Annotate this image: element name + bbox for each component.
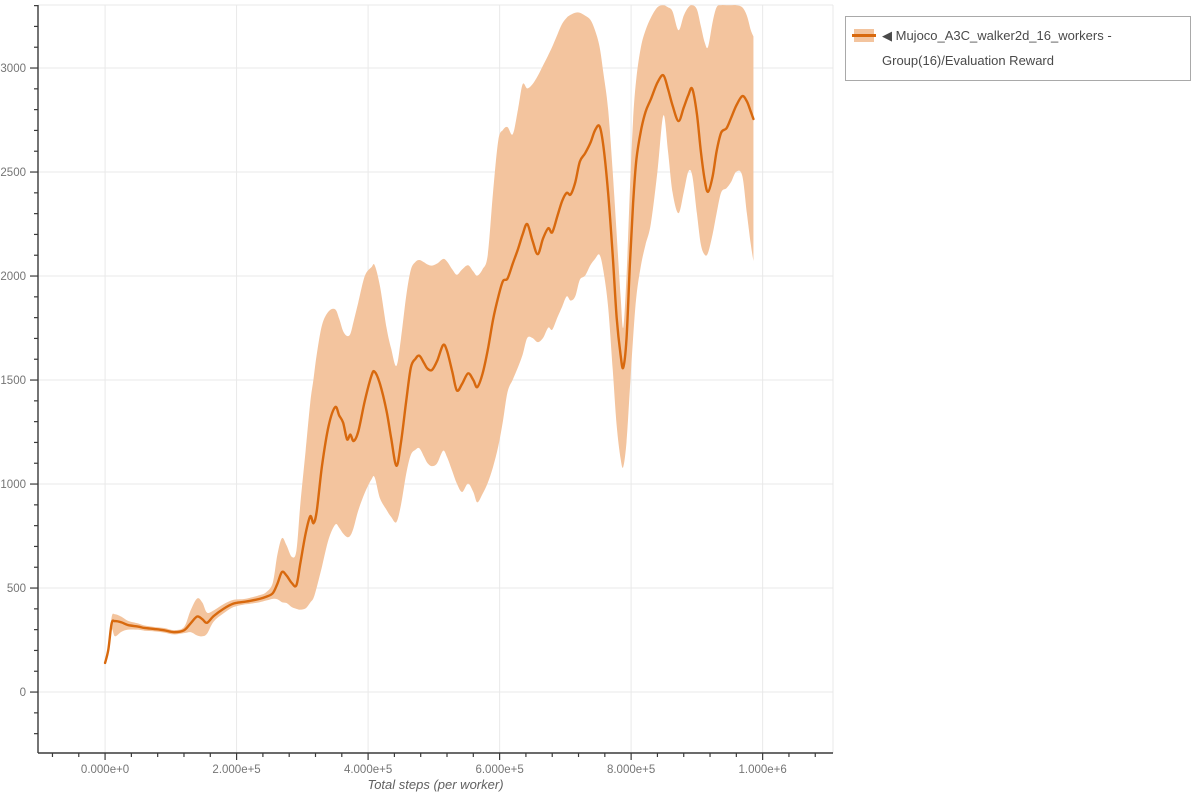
confidence-band: [105, 5, 754, 663]
y-tick-label: 2500: [0, 167, 26, 179]
legend-series-label[interactable]: ◀ Mujoco_A3C_walker2d_16_workers - Group…: [882, 23, 1174, 73]
y-tick-label: 0: [20, 687, 26, 699]
legend-series-swatch: [852, 29, 876, 42]
legend-marker-icon: ◀: [882, 28, 892, 43]
legend-series-line-icon: [852, 34, 876, 37]
y-tick-label: 1000: [0, 479, 26, 491]
x-tick-label: 4.000e+5: [344, 764, 392, 776]
y-tick-label: 3000: [0, 63, 26, 75]
y-tick-label: 2000: [0, 271, 26, 283]
reward-line: [103, 73, 755, 665]
legend-box: ◀ Mujoco_A3C_walker2d_16_workers - Group…: [845, 16, 1191, 81]
x-tick-label: 8.000e+5: [607, 764, 655, 776]
x-tick-label: 6.000e+5: [475, 764, 523, 776]
x-axis-title: Total steps (per worker): [367, 777, 503, 792]
y-tick-label: 500: [7, 583, 26, 595]
x-tick-label: 2.000e+5: [212, 764, 260, 776]
x-tick-label: 0.000e+0: [81, 764, 129, 776]
y-tick-label: 1500: [0, 375, 26, 387]
x-tick-label: 1.000e+6: [738, 764, 786, 776]
legend-series-name: Mujoco_A3C_walker2d_16_workers - Group(1…: [882, 28, 1112, 68]
